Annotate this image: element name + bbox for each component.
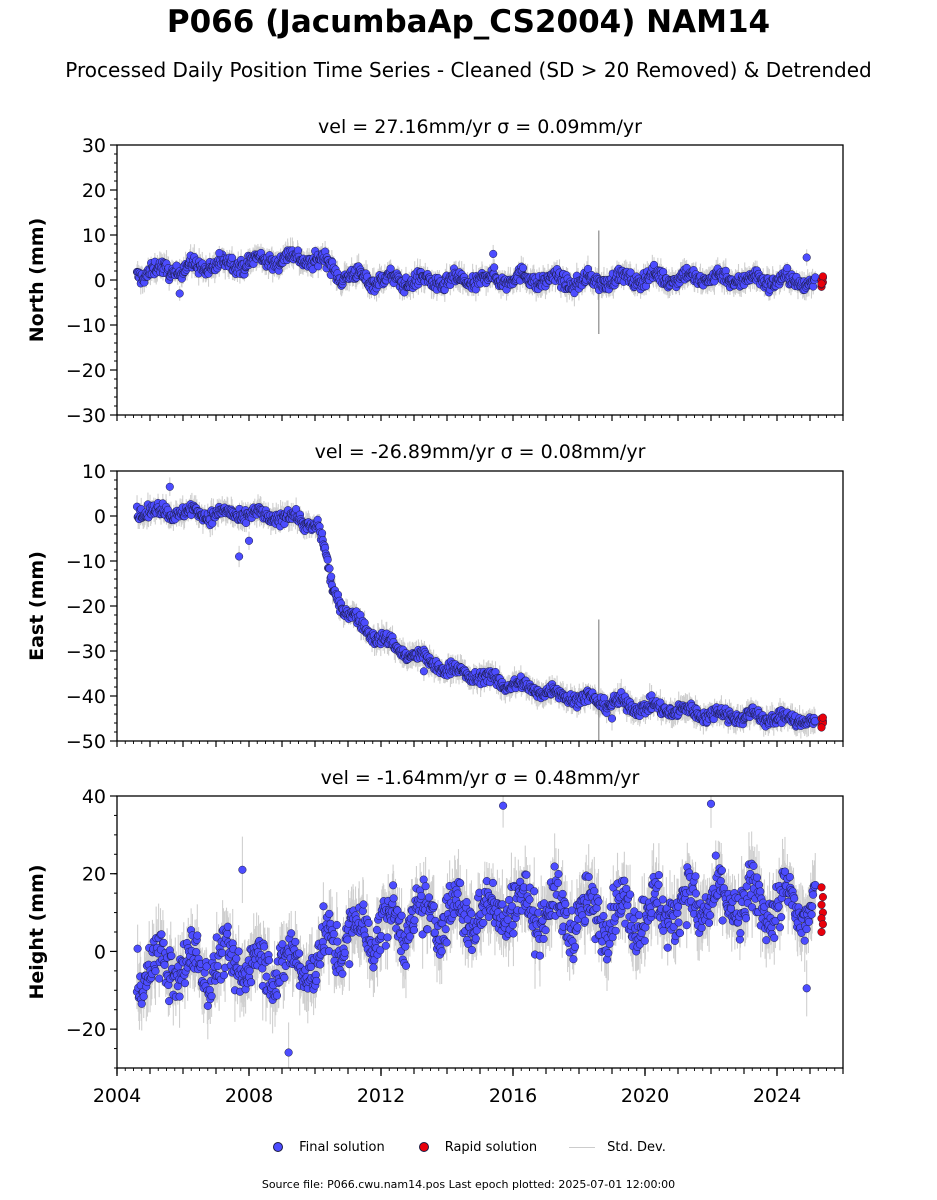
- y-tick-label: −20: [66, 596, 106, 618]
- final-point: [783, 264, 792, 273]
- panel-north: −30 −20 −10 0 10 20 30 vel = 27.16mm/yr σ = 0.0…: [26, 116, 844, 427]
- final-point: [244, 536, 254, 545]
- final-point: [325, 564, 334, 573]
- final-point: [519, 263, 528, 272]
- final-point: [292, 505, 301, 514]
- final-points-north: [132, 246, 820, 298]
- chart-subtitle: Processed Daily Position Time Series - C…: [65, 58, 872, 82]
- y-tick-label: −30: [66, 641, 106, 663]
- final-point: [802, 253, 811, 262]
- final-point: [327, 572, 336, 581]
- final-point: [323, 555, 332, 564]
- y-tick-label: −10: [66, 315, 106, 337]
- final-point: [490, 263, 499, 272]
- rapid-point: [817, 279, 826, 288]
- plot-area-height: [132, 796, 827, 1068]
- time-series-chart: −30 −20 −10 0 10 20 30 vel = 27.16mm/yr σ = 0.0…: [26, 116, 844, 1107]
- y-tick-label: −50: [66, 731, 106, 753]
- rapid-points-east: [817, 713, 827, 732]
- y-tick-label: 0: [94, 506, 106, 528]
- panel-east: −50 −40 −30 −20 −10 0 10 vel = -26.89mm/yr σ = …: [26, 441, 844, 753]
- final-point: [419, 667, 428, 676]
- panel-title-east: vel = -26.89mm/yr σ = 0.08mm/yr: [315, 441, 646, 463]
- final-point: [227, 253, 237, 262]
- y-axis-label-east: East (mm): [26, 551, 48, 661]
- final-point: [165, 482, 174, 491]
- rapid-points-north: [817, 272, 827, 291]
- final-point: [235, 552, 244, 561]
- y-tick-label: −30: [66, 405, 106, 427]
- y-tick-label: 10: [82, 225, 106, 247]
- y-tick-label: −40: [66, 686, 106, 708]
- final-point: [215, 248, 224, 258]
- rapid-point: [818, 713, 827, 722]
- final-points-east: [132, 482, 820, 731]
- y-tick-label: 10: [82, 461, 106, 483]
- final-point: [318, 529, 327, 538]
- final-point: [175, 289, 184, 298]
- final-point: [489, 249, 498, 258]
- plot-area-east: [132, 477, 827, 741]
- final-point: [649, 260, 659, 269]
- final-point: [607, 714, 617, 723]
- y-tick-label: −10: [66, 551, 106, 573]
- y-axis-label-north: North (mm): [26, 218, 48, 343]
- rapid-point: [817, 723, 826, 732]
- chart-title: P066 (JacumbaAp_CS2004) NAM14: [166, 4, 771, 40]
- y-tick-label: −20: [66, 360, 106, 382]
- final-point: [386, 264, 395, 273]
- y-tick-label: 0: [94, 270, 106, 292]
- y-tick-label: 20: [82, 180, 106, 202]
- plot-area-north: [132, 230, 827, 334]
- rapid-point: [818, 272, 827, 281]
- panel-title-north: vel = 27.16mm/yr σ = 0.09mm/yr: [318, 116, 642, 138]
- y-tick-label: 30: [82, 135, 106, 157]
